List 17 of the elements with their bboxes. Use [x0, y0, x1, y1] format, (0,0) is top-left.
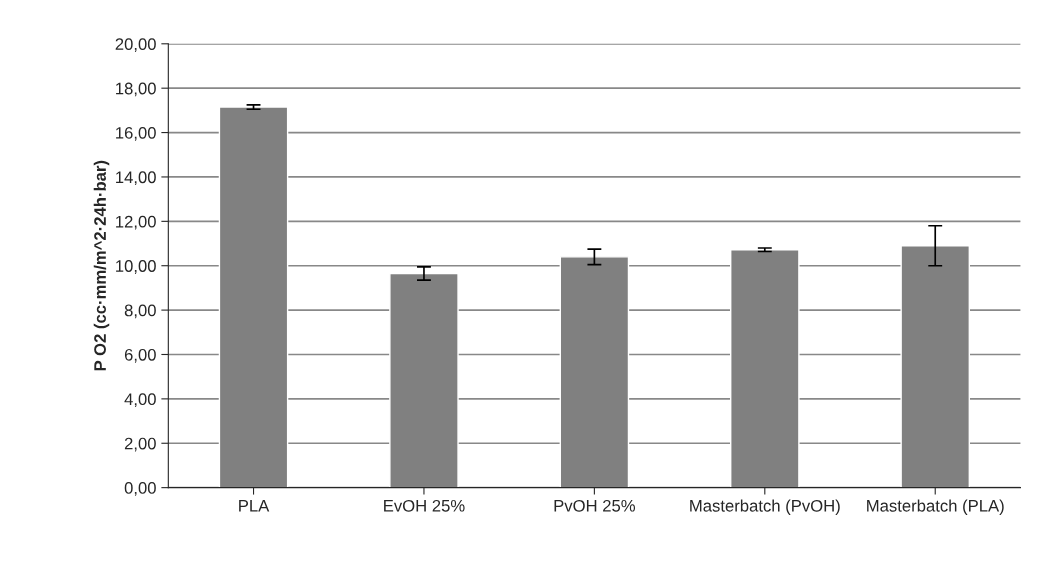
y-tick-label: 4,00	[124, 393, 156, 408]
y-tick-label: 12,00	[116, 215, 156, 230]
y-tick-label: 18,00	[116, 82, 156, 97]
y-tick-label: 2,00	[124, 437, 156, 452]
y-tick-label: 20,00	[115, 38, 156, 52]
x-tick-label: Masterbatch (PLA)	[867, 499, 1004, 515]
x-tick-label: EvOH 25%	[384, 499, 465, 512]
x-tick-label: PvOH 25%	[554, 499, 636, 512]
x-tick-label: Masterbatch (PvOH)	[690, 499, 840, 515]
y-axis-title: P O2 (cc·mm/m^2·24h·bar)	[93, 160, 110, 371]
y-tick-label: 6,00	[124, 348, 156, 363]
y-tick-label: 10,00	[116, 260, 156, 274]
y-tick-label: 16,00	[116, 126, 156, 141]
y-tick-label: 14,00	[116, 171, 156, 186]
y-tick-label: 0,00	[124, 482, 156, 496]
x-tick-label: PLA	[239, 500, 270, 512]
y-tick-label: 8,00	[124, 304, 156, 319]
